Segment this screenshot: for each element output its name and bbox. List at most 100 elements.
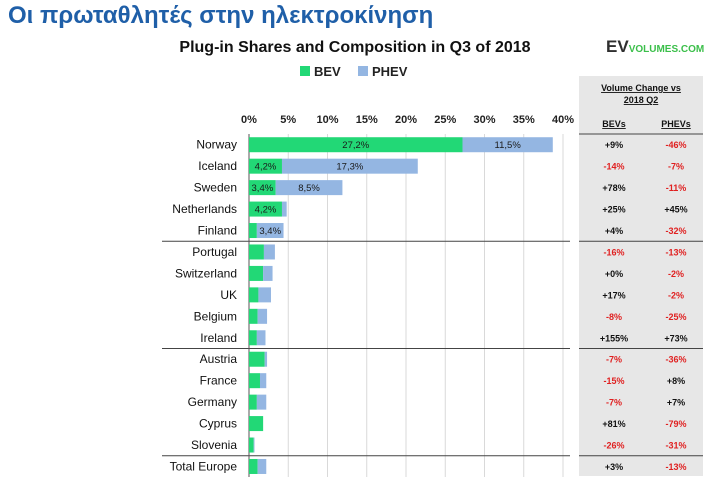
phev-data-label: 3,4% (259, 226, 281, 237)
bev-bar (249, 416, 264, 432)
phev-change-cell: +8% (667, 376, 685, 386)
category-label: Austria (200, 352, 238, 366)
category-label: Switzerland (175, 266, 237, 280)
category-label: Finland (198, 224, 237, 238)
category-label: Norway (196, 138, 237, 152)
phev-bar (263, 244, 275, 260)
category-label: UK (220, 288, 237, 302)
volume-table-background (579, 76, 703, 476)
phev-bar (264, 351, 268, 367)
bev-change-cell: -14% (603, 162, 624, 172)
phev-bar (257, 308, 268, 324)
phev-bar (462, 137, 553, 153)
x-tick-label: 15% (356, 114, 378, 126)
logo-ev-text: EV (606, 37, 629, 56)
phev-data-label: 17,3% (336, 162, 363, 173)
volume-table-header-line1: Volume Change vs (601, 83, 681, 93)
x-tick-label: 5% (280, 114, 296, 126)
bev-change-cell: +3% (605, 462, 623, 472)
phev-change-cell: -46% (665, 140, 686, 150)
bev-change-cell: -16% (603, 247, 624, 257)
category-label: Portugal (192, 245, 237, 259)
category-label: Ireland (200, 331, 237, 345)
bev-bar (249, 394, 257, 410)
x-tick-label: 25% (434, 114, 456, 126)
bev-bar (249, 458, 258, 474)
x-tick-label: 35% (513, 114, 535, 126)
phev-bar (257, 458, 267, 474)
chart-title: Plug-in Shares and Composition in Q3 of … (179, 39, 530, 56)
phev-change-cell: -25% (665, 312, 686, 322)
bev-change-cell: -7% (606, 398, 622, 408)
bev-data-label: 27,2% (342, 140, 369, 151)
bev-change-cell: -15% (603, 376, 624, 386)
category-label: Sweden (194, 181, 237, 195)
phev-change-cell: +7% (667, 398, 685, 408)
phev-change-cell: -79% (665, 419, 686, 429)
bev-bar (249, 201, 282, 217)
bev-bar (249, 351, 265, 367)
bev-bar (249, 373, 260, 389)
phev-bar (281, 201, 287, 217)
bev-data-label: 3,4% (252, 183, 274, 194)
bev-bar (249, 265, 264, 281)
bev-change-cell: +4% (605, 226, 623, 236)
category-label: Belgium (194, 309, 237, 323)
bev-bar (249, 223, 257, 239)
legend-label-bev: BEV (314, 64, 341, 79)
phev-bar (253, 437, 255, 453)
phev-change-cell: -32% (665, 226, 686, 236)
phev-change-cell: -7% (668, 162, 684, 172)
category-label: Iceland (198, 159, 237, 173)
phev-bar (275, 180, 343, 196)
phev-change-cell: -13% (665, 462, 686, 472)
category-label: Total Europe (170, 459, 238, 473)
phev-data-label: 11,5% (495, 140, 522, 151)
x-tick-label: 0% (241, 114, 257, 126)
legend-label-phev: PHEV (372, 64, 408, 79)
x-tick-label: 20% (395, 114, 417, 126)
x-tick-label: 40% (552, 114, 574, 126)
phev-bar (256, 394, 267, 410)
phev-bar (258, 287, 271, 303)
bev-change-cell: -26% (603, 441, 624, 451)
phev-change-cell: -13% (665, 247, 686, 257)
category-label: France (200, 374, 238, 388)
bev-change-cell: +155% (600, 333, 628, 343)
legend-swatch-bev (300, 66, 310, 76)
bev-change-cell: +25% (602, 205, 625, 215)
phev-change-cell: -31% (665, 441, 686, 451)
bev-bar (249, 158, 282, 174)
bev-data-label: 4,2% (255, 162, 277, 173)
bev-bar (249, 180, 276, 196)
evvolumes-logo: EVVOLUMES.COM (606, 38, 704, 56)
phev-change-cell: -11% (666, 183, 687, 193)
bev-change-cell: -7% (606, 355, 622, 365)
phev-change-cell: -36% (665, 355, 686, 365)
bev-change-cell: +17% (602, 290, 625, 300)
bev-bar (249, 308, 258, 324)
logo-volumes-text: VOLUMES.COM (628, 44, 705, 55)
bev-change-cell: +78% (602, 183, 625, 193)
slide-title: Οι πρωταθλητές στην ηλεκτροκίνηση (8, 2, 434, 29)
x-tick-label: 30% (473, 114, 495, 126)
phev-bar (263, 265, 273, 281)
bev-change-cell: +9% (605, 140, 623, 150)
legend-swatch-phev (358, 66, 368, 76)
category-label: Cyprus (199, 417, 237, 431)
bev-bar (249, 437, 254, 453)
bev-data-label: 4,2% (255, 205, 277, 216)
category-label: Germany (188, 395, 237, 409)
volume-table-column-bevs: BEVs (602, 119, 626, 129)
phev-data-label: 8,5% (298, 183, 320, 194)
bev-change-cell: +81% (602, 419, 625, 429)
volume-table-header-line2: 2018 Q2 (624, 95, 659, 105)
phev-bar (259, 373, 267, 389)
bev-bar (249, 244, 264, 260)
phev-change-cell: -2% (668, 269, 684, 279)
x-tick-label: 10% (316, 114, 338, 126)
category-label: Slovenia (191, 438, 237, 452)
bev-bar (249, 287, 259, 303)
bev-change-cell: +0% (605, 269, 623, 279)
